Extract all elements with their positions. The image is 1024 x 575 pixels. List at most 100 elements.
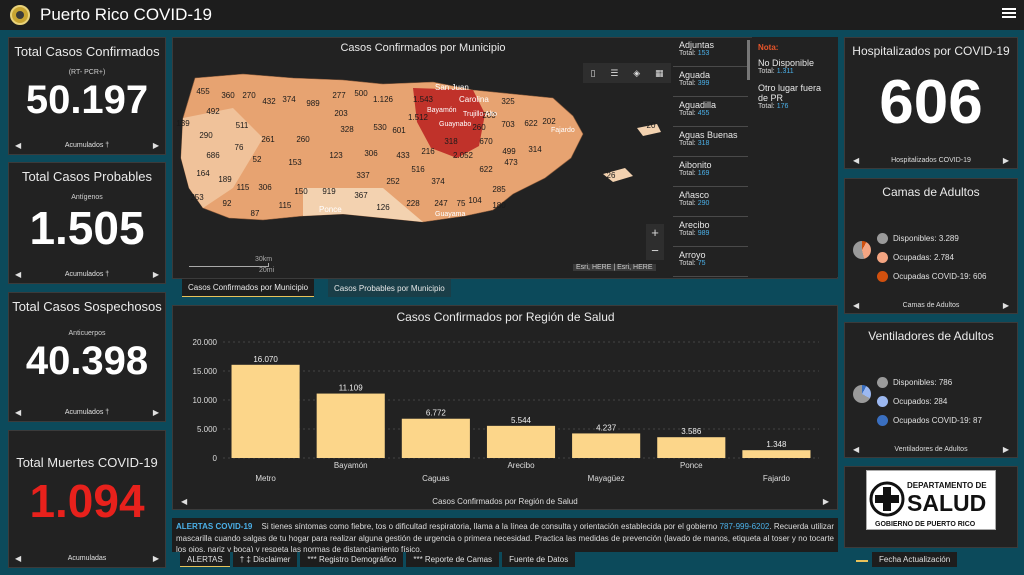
municipio-count-label: 989 [306, 99, 320, 108]
note-item-name: Otro lugar fuera de PR [758, 83, 822, 103]
bar-value-label: 6.772 [426, 409, 447, 418]
municipio-name: Aguadilla [679, 100, 717, 110]
y-tick-label: 20.000 [193, 338, 218, 347]
list-item[interactable]: Arroyo Total: 75 [673, 247, 748, 277]
tab-disclaimer[interactable]: † ‡ Disclaimer [232, 552, 298, 567]
municipio-count-label: 919 [322, 187, 336, 196]
municipio-count-label: 703 [501, 120, 515, 129]
total-label: Total: [679, 110, 696, 117]
list-item[interactable]: Adjuntas Total: 153 [673, 37, 748, 67]
kpi-footer: ◀ Acumulados † ▶ [9, 404, 165, 421]
municipio-list[interactable]: Adjuntas Total: 153 Aguada Total: 399 Agua… [673, 37, 748, 277]
ventiladores-pie-chart[interactable] [853, 385, 871, 403]
next-arrow-icon[interactable]: ▶ [1002, 155, 1009, 165]
total-label: Total: [679, 200, 696, 207]
list-item: Otro lugar fuera de PR Total: 176 [752, 81, 838, 116]
list-item: No Disponible Total: 1.311 [752, 56, 838, 81]
chart-xlabel: Casos Confirmados por Región de Salud [432, 496, 578, 506]
next-arrow-icon[interactable]: ▶ [152, 554, 159, 563]
next-arrow-icon[interactable]: ▶ [152, 408, 159, 417]
bookmark-icon[interactable]: ▯ [590, 67, 596, 78]
kpi-muertes-panel: Total Muertes COVID-19 1.094 ◀ Acumulada… [8, 430, 166, 568]
municipio-count-label: 180 [492, 201, 506, 210]
bar-fajardo[interactable] [742, 450, 811, 458]
municipio-count-label: 1.512 [408, 113, 429, 122]
camas-legend: Disponibles: 3.289 Ocupadas: 2.784 Ocupa… [877, 225, 986, 290]
prev-arrow-icon[interactable]: ◀ [15, 408, 22, 417]
tab-reporte-camas[interactable]: *** Reporte de Camas [406, 552, 500, 567]
alerts-ticker: ALERTAS COVID-19 Si tienes síntomas como… [172, 518, 838, 552]
zoom-in-button[interactable]: + [651, 225, 659, 240]
municipio-count-label: 75 [457, 199, 466, 208]
legend-label: Ocupados COVID-19: [893, 416, 971, 425]
municipio-count-label: 318 [444, 137, 458, 146]
kpi-title: Total Muertes COVID-19 [16, 455, 158, 470]
list-item[interactable]: Añasco Total: 290 [673, 187, 748, 217]
camas-pie-chart[interactable] [853, 241, 871, 259]
municipio-map[interactable]: 455 360 270 432 374 989 277 500 1.126 1.543 325 492… [173, 38, 673, 280]
tab-fecha-actualizacion[interactable]: Fecha Actualización [872, 552, 958, 567]
municipio-count-label: 52 [253, 155, 262, 164]
hamburger-menu-icon[interactable] [1002, 6, 1016, 22]
prev-arrow-icon[interactable]: ◀ [15, 270, 22, 279]
municipio-count-label: 622 [524, 119, 538, 128]
x-tick-label: Mayagüez [588, 474, 625, 483]
municipio-count-label: 360 [221, 91, 235, 100]
total-value: 75 [697, 260, 706, 267]
list-icon[interactable]: ☰ [610, 67, 619, 78]
kpi-subtitle: Anticuerpos [68, 330, 106, 337]
zoom-out-button[interactable]: − [651, 243, 659, 258]
list-item[interactable]: Aibonito Total: 169 [673, 157, 748, 187]
layers-icon[interactable]: ◈ [633, 67, 641, 78]
bar-caguas[interactable] [401, 418, 470, 458]
next-arrow-icon[interactable]: ▶ [152, 141, 159, 150]
prev-arrow-icon[interactable]: ◀ [853, 444, 860, 454]
note-item-total: Total: 1.311 [758, 68, 832, 75]
hospitalizados-footer: ◀ Hospitalizados COVID-19 ▶ [845, 152, 1017, 168]
prev-arrow-icon[interactable]: ◀ [853, 155, 860, 165]
next-arrow-icon[interactable]: ▶ [152, 270, 159, 279]
x-tick-label: Caguas [422, 474, 450, 483]
map-attribution: Esri, HERE | Esri, HERE [573, 264, 656, 271]
kpi-sospechosos-panel: Total Casos Sospechosos Anticuerpos 40.3… [8, 292, 166, 422]
prev-arrow-icon[interactable]: ◀ [15, 141, 22, 150]
list-scrollbar[interactable] [747, 40, 750, 80]
bar-ponce[interactable] [657, 437, 726, 458]
legend-value: 606 [973, 272, 987, 281]
alerts-phone[interactable]: 787-999-6202 [719, 522, 770, 531]
municipio-name: Aguada [679, 70, 711, 80]
prev-arrow-icon[interactable]: ◀ [853, 300, 860, 310]
prev-arrow-icon[interactable]: ◀ [181, 496, 188, 506]
bar-metro[interactable] [231, 364, 300, 458]
south-region-shape [303, 188, 423, 222]
y-tick-label: 15.000 [193, 367, 218, 376]
bar-mayagüez[interactable] [572, 433, 641, 458]
prev-arrow-icon[interactable]: ◀ [15, 554, 22, 563]
tab-alertas[interactable]: ALERTAS [180, 552, 230, 567]
total-value: 989 [697, 230, 710, 237]
bottom-tab-bar: ALERTAS † ‡ Disclaimer *** Registro Demo… [180, 552, 578, 568]
municipio-count-label: 601 [392, 126, 406, 135]
bar-value-label: 1.348 [766, 440, 787, 449]
municipio-count-label: 670 [479, 137, 493, 146]
municipio-count-label: 455 [196, 87, 210, 96]
total-value: 399 [697, 80, 710, 87]
bar-arecibo[interactable] [486, 425, 556, 458]
tab-confirmados-municipio[interactable]: Casos Confirmados por Municipio [182, 279, 315, 297]
municipio-count-label: 314 [528, 145, 542, 154]
list-item[interactable]: Arecibo Total: 989 [673, 217, 748, 247]
next-arrow-icon[interactable]: ▶ [1002, 444, 1009, 454]
total-label: Total: [758, 68, 775, 75]
tab-registro-demografico[interactable]: *** Registro Demográfico [300, 552, 404, 567]
tab-probables-municipio[interactable]: Casos Probables por Municipio [328, 279, 451, 297]
municipio-name: Arroyo [679, 250, 706, 260]
list-item[interactable]: Aguas Buenas Total: 318 [673, 127, 748, 157]
list-item[interactable]: Aguadilla Total: 455 [673, 97, 748, 127]
tab-fuente-datos[interactable]: Fuente de Datos [502, 552, 576, 567]
next-arrow-icon[interactable]: ▶ [1002, 300, 1009, 310]
bar-bayamón[interactable] [316, 393, 385, 458]
next-arrow-icon[interactable]: ▶ [822, 496, 829, 506]
camas-footer: ◀ Camas de Adultos ▶ [845, 297, 1017, 313]
list-item[interactable]: Aguada Total: 399 [673, 67, 748, 97]
qr-icon[interactable]: ▦ [655, 67, 664, 78]
